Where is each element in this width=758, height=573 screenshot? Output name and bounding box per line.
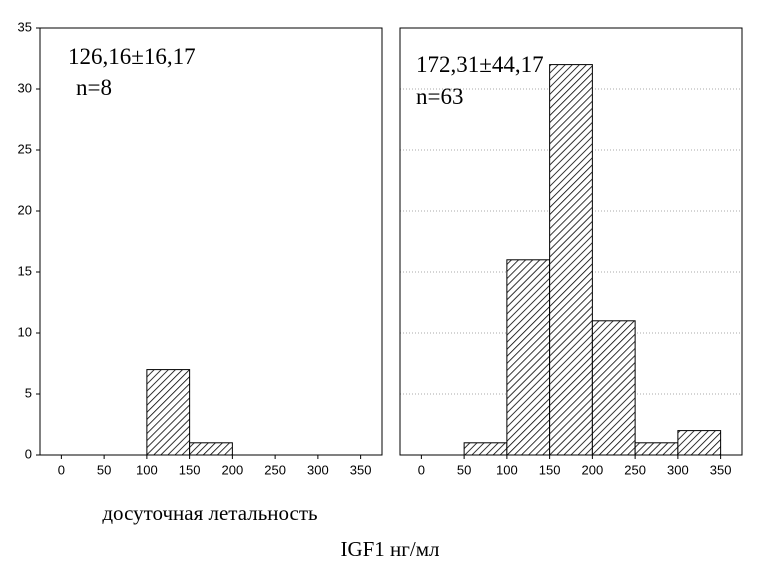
x-tick-label: 50 [457, 462, 471, 477]
x-tick-label: 100 [496, 462, 518, 477]
x-tick-label: 350 [350, 462, 372, 477]
bar [146, 369, 191, 456]
y-tick-label: 20 [18, 202, 32, 217]
x-tick-label: 350 [710, 462, 732, 477]
annotation: n=63 [416, 84, 463, 109]
y-tick-label: 15 [18, 263, 32, 278]
x-tick-label: 300 [307, 462, 329, 477]
x-tick-label: 250 [264, 462, 286, 477]
x-tick-label: 150 [539, 462, 561, 477]
bar [549, 64, 593, 456]
x-tick-label: 50 [97, 462, 111, 477]
x-tick-label: 200 [582, 462, 604, 477]
x-tick-label: 300 [667, 462, 689, 477]
x-tick-label: 250 [624, 462, 646, 477]
x-tick-label: 0 [58, 462, 65, 477]
bar [677, 430, 722, 456]
annotation: 172,31±44,17 [416, 52, 544, 77]
x-axis-label: IGF1 нг/мл [340, 537, 439, 561]
x-tick-label: 100 [136, 462, 158, 477]
y-tick-label: 10 [18, 324, 32, 339]
y-tick-label: 5 [25, 385, 32, 400]
y-tick-label: 25 [18, 141, 32, 156]
annotation: 126,16±16,17 [68, 44, 196, 69]
x-tick-label: 150 [179, 462, 201, 477]
bar [463, 442, 508, 456]
bar [506, 259, 551, 456]
panel-label: досуточная летальность [102, 501, 317, 525]
y-tick-label: 30 [18, 80, 32, 95]
x-tick-label: 0 [418, 462, 425, 477]
annotation: n=8 [76, 75, 112, 100]
y-tick-label: 0 [25, 446, 32, 461]
y-tick-label: 35 [18, 19, 32, 34]
x-tick-label: 200 [222, 462, 244, 477]
bar [189, 442, 233, 456]
bar [591, 320, 636, 456]
bar [634, 442, 679, 456]
plot-frame [399, 27, 743, 456]
plot-frame [39, 27, 383, 456]
